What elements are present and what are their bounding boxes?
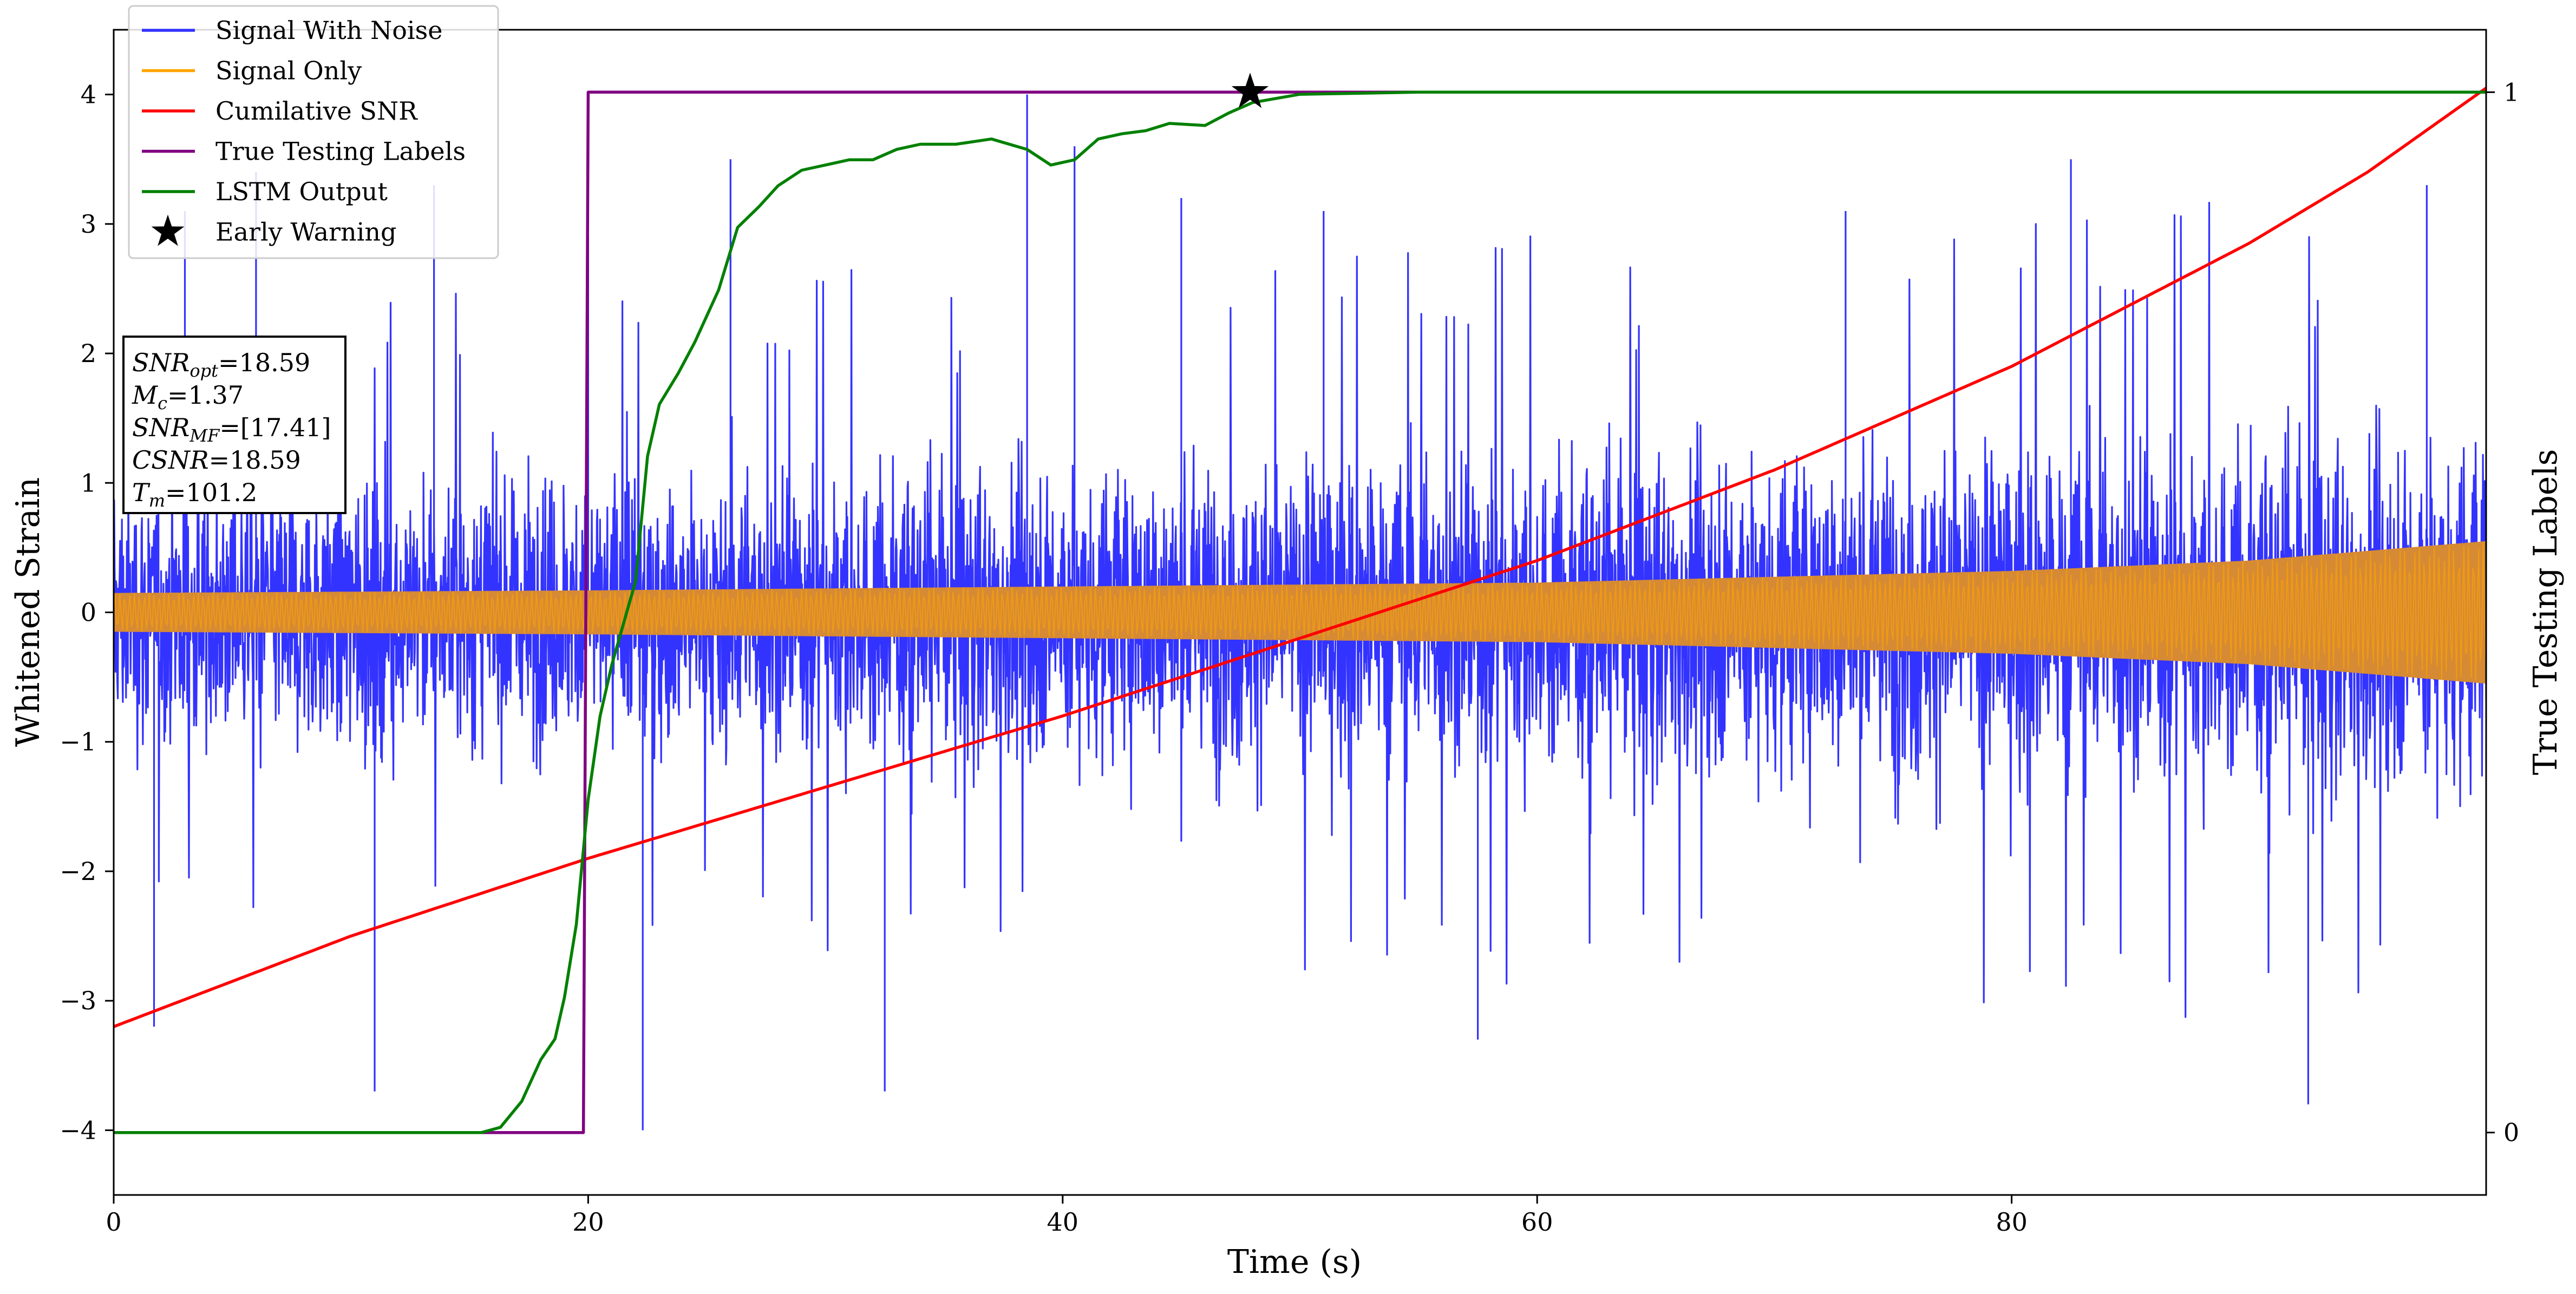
y-tick-label: 3 xyxy=(81,209,96,239)
info-box-frame xyxy=(122,336,346,514)
x-tick-label: 60 xyxy=(1521,1207,1553,1237)
y2-tick-label: 0 xyxy=(2503,1118,2519,1147)
y2-tick-label: 1 xyxy=(2503,77,2519,107)
legend-label: Cumilative SNR xyxy=(215,96,418,126)
info-line: SNRMF=[17.41] xyxy=(132,413,331,446)
info-subscript: MF xyxy=(189,425,220,446)
info-subscript: c xyxy=(158,393,167,413)
y-tick-label: −3 xyxy=(60,986,96,1015)
signal-only-series xyxy=(114,541,2486,684)
legend-box xyxy=(128,5,499,259)
signal-only-line xyxy=(114,542,2486,681)
info-value: =18.59 xyxy=(218,348,310,377)
lstm-output-line xyxy=(114,90,2486,1134)
info-line: Tm=101.2 xyxy=(132,478,257,511)
info-box: SNRopt=18.59Mc=1.37SNRMF=[17.41]CSNR=18.… xyxy=(122,336,346,514)
info-variable: SNR xyxy=(132,413,189,442)
legend-label: LSTM Output xyxy=(215,177,388,206)
info-variable: SNR xyxy=(132,348,189,377)
info-value: =1.37 xyxy=(167,380,244,410)
legend-label: Early Warning xyxy=(215,218,396,247)
info-line: Mc=1.37 xyxy=(132,380,244,413)
y-tick-label: −2 xyxy=(60,857,96,886)
early-warning-marker xyxy=(1231,73,1269,108)
legend-label: Signal Only xyxy=(215,56,362,86)
info-subscript: opt xyxy=(189,360,218,381)
x-tick-label: 40 xyxy=(1047,1207,1079,1237)
legend: Signal With Noise Signal Only Cumilative S… xyxy=(128,5,499,259)
info-line: SNRopt=18.59 xyxy=(132,348,310,381)
info-value: =[17.41] xyxy=(219,413,331,442)
series-lines xyxy=(114,87,2486,1134)
legend-label: Signal With Noise xyxy=(215,16,442,45)
y2-axis-label: True Testing Labels xyxy=(2527,449,2565,776)
markers xyxy=(1231,73,1269,108)
y-tick-label: −4 xyxy=(60,1115,96,1145)
y-tick-label: 4 xyxy=(81,80,96,109)
x-tick-label: 80 xyxy=(1996,1207,2028,1237)
x-axis-label: Time (s) xyxy=(1227,1243,1362,1281)
cumilative-snr-line xyxy=(114,87,2486,1028)
y-tick-label: 2 xyxy=(81,339,96,368)
info-subscript: m xyxy=(149,490,165,511)
y-tick-label: −1 xyxy=(60,727,96,757)
info-variable: CSNR xyxy=(132,445,209,475)
x-tick-label: 0 xyxy=(106,1207,121,1237)
legend-label: True Testing Labels xyxy=(215,137,466,166)
y-tick-label: 0 xyxy=(81,598,96,627)
y-tick-label: 1 xyxy=(81,468,96,497)
info-value: =18.59 xyxy=(209,445,301,475)
info-variable: T xyxy=(132,478,151,507)
info-variable: M xyxy=(132,380,159,410)
x-tick-label: 20 xyxy=(572,1207,604,1237)
legend-marker xyxy=(151,214,185,246)
y-axis-label: Whitened Strain xyxy=(9,477,47,747)
info-line: CSNR=18.59 xyxy=(132,445,301,475)
info-value: =101.2 xyxy=(165,478,257,507)
